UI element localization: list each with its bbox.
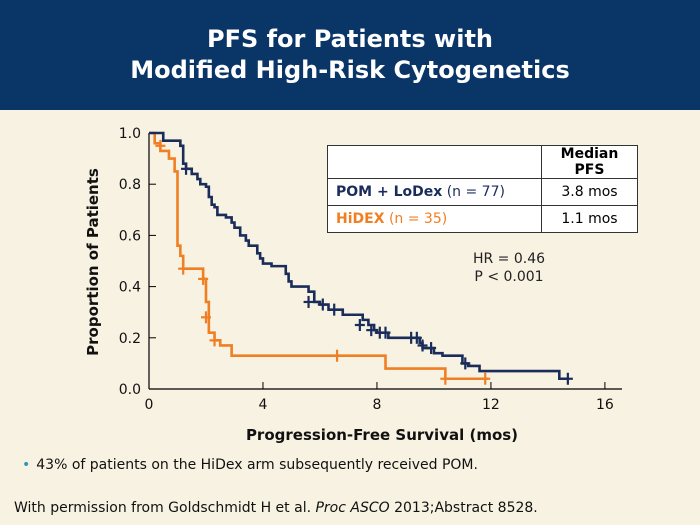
y-tick-label: 1.0 [119, 126, 141, 142]
bullet-dot-icon: • [22, 457, 31, 473]
hidex-censor-mark [209, 334, 220, 347]
median-pfs-table: Median PFS POM + LoDex (n = 77) 3.8 mos … [327, 145, 638, 233]
x-axis-label: Progression-Free Survival (mos) [246, 426, 518, 444]
table-header-empty [327, 145, 542, 179]
hidex-censor-mark [198, 272, 209, 285]
hidex-arm-label: HiDEX (n = 35) [327, 205, 542, 233]
bullet-text: 43% of patients on the HiDex arm subsequ… [36, 457, 478, 473]
pom-lodex-censor-mark [317, 298, 328, 311]
hidex-censor-mark [440, 372, 451, 385]
pom-lodex-curve [149, 131, 568, 381]
pom-lodex-censor-mark [411, 331, 422, 344]
y-tick-label: 0.0 [119, 382, 141, 398]
hazard-ratio: HR = 0.46 [472, 251, 546, 267]
km-curves [149, 131, 573, 385]
pom-lodex-censor-mark [303, 295, 314, 308]
y-tick-label: 0.4 [119, 280, 141, 296]
pom-lodex-censor-mark [562, 372, 573, 385]
citation-prefix: With permission from Goldschmidt H et al… [14, 500, 316, 516]
hidex-arm-n: (n = 35) [388, 211, 448, 227]
hidex-censor-mark [332, 349, 343, 362]
slide-title-line-2: Modified High-Risk Cytogenetics [130, 56, 570, 84]
hidex-arm-median: 1.1 mos [541, 205, 638, 233]
y-axis-label: Proportion of Patients [84, 168, 102, 356]
y-ticks: 0.0 0.2 0.4 0.6 0.8 1.0 [119, 126, 156, 398]
pom-arm-median: 3.8 mos [541, 178, 638, 206]
table-row: HiDEX (n = 35) 1.1 mos [327, 205, 638, 233]
hidex-censor-mark [155, 139, 166, 152]
bullet-point: • 43% of patients on the HiDex arm subseq… [22, 457, 478, 473]
hidex-censor-mark [480, 372, 491, 385]
x-tick-label: 4 [259, 397, 268, 413]
pom-arm-label: POM + LoDex (n = 77) [327, 178, 542, 206]
x-tick-label: 12 [482, 397, 500, 413]
pom-lodex-censor-mark [181, 162, 192, 175]
pom-lodex-censor-mark [354, 319, 365, 331]
chart-axes [148, 133, 622, 390]
x-tick-label: 0 [145, 397, 154, 413]
citation-journal: Proc ASCO [315, 500, 390, 516]
table-row: POM + LoDex (n = 77) 3.8 mos [327, 178, 638, 206]
x-ticks: 0 4 8 12 16 [145, 382, 614, 413]
km-chart: 0.0 0.2 0.4 0.6 0.8 1.0 0 4 8 12 16 Progression-F… [84, 126, 622, 444]
x-tick-label: 8 [372, 397, 381, 413]
y-tick-label: 0.8 [119, 177, 141, 193]
pom-arm-n: (n = 77) [446, 184, 505, 200]
y-tick-label: 0.6 [119, 228, 141, 244]
pom-lodex-censor-mark [366, 324, 377, 337]
y-tick-label: 0.2 [119, 331, 141, 347]
median-pfs-header: Median PFS [541, 145, 638, 179]
slide-title-line-1: PFS for Patients with [206, 25, 494, 53]
pom-arm-name: POM + LoDex [336, 184, 443, 200]
x-tick-label: 16 [596, 397, 614, 413]
slide-header: PFS for Patients with Modified High-Risk… [0, 0, 700, 110]
hidex-censor-mark [178, 262, 189, 275]
pom-lodex-censor-mark [417, 339, 428, 352]
pom-lodex-censor-mark [329, 303, 340, 316]
pom-lodex-censor-mark [460, 357, 471, 370]
hazard-ratio-stats: HR = 0.46 P < 0.001 [440, 250, 578, 286]
pom-lodex-censor-mark [426, 342, 437, 355]
hidex-censor-mark [200, 311, 211, 324]
citation: With permission from Goldschmidt H et al… [14, 500, 538, 516]
table-header-row: Median PFS [327, 145, 638, 179]
p-value: P < 0.001 [474, 269, 544, 285]
hidex-arm-name: HiDEX [336, 211, 385, 227]
citation-suffix: 2013;Abstract 8528. [389, 500, 538, 516]
pom-lodex-censor-mark [380, 326, 391, 339]
